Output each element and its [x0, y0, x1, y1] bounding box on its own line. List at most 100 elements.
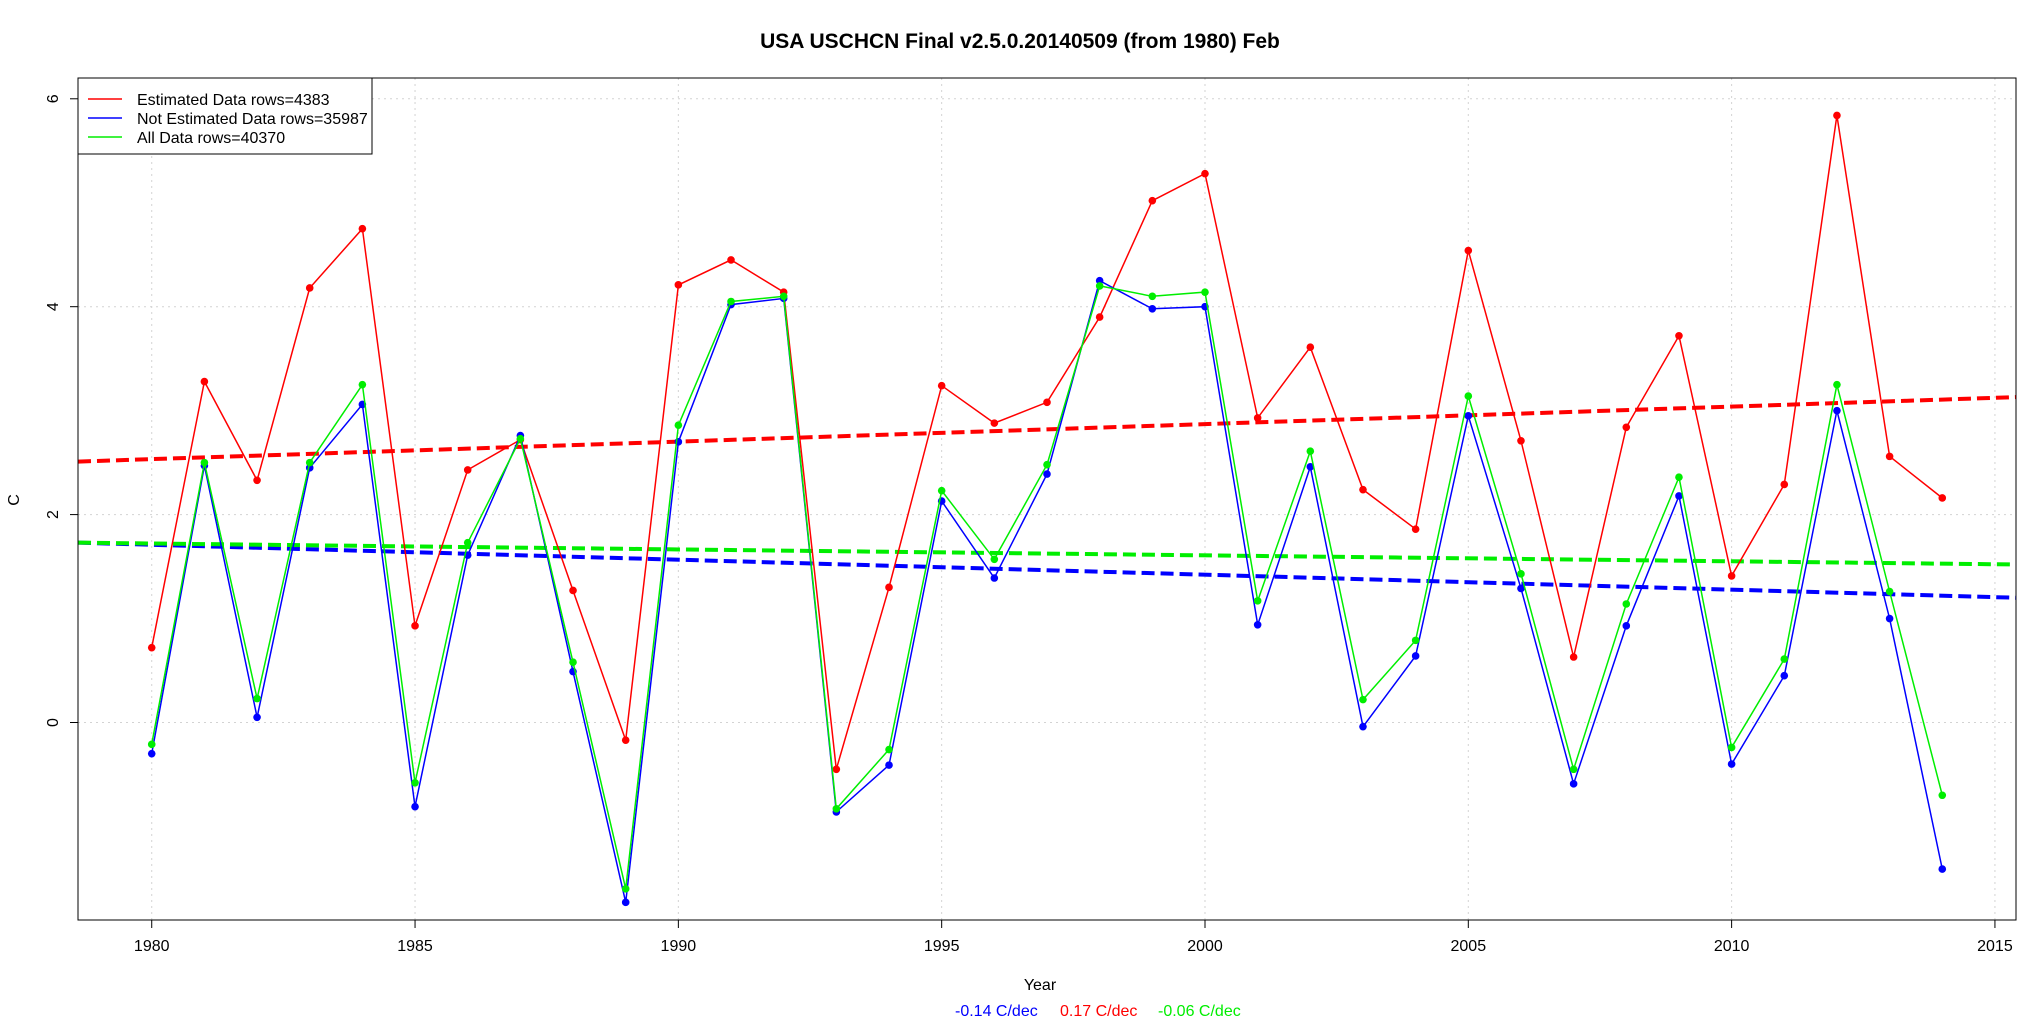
y-tick-label: 2	[45, 510, 62, 519]
trend-line-1	[77, 540, 2017, 600]
trend-label-all: -0.06 C/dec	[1158, 1003, 1241, 1019]
data-point	[1727, 760, 1736, 768]
trend-label-not-estimated: -0.14 C/dec	[955, 1003, 1038, 1019]
data-point	[937, 486, 946, 495]
data-point	[1201, 288, 1209, 296]
data-point	[1464, 412, 1473, 420]
data-point	[253, 694, 261, 703]
data-point	[990, 555, 999, 564]
data-point	[1148, 196, 1157, 205]
data-point	[1359, 722, 1367, 731]
trend-lines	[77, 395, 2017, 600]
data-point	[885, 583, 893, 592]
data-point	[1885, 587, 1894, 596]
data-point	[1569, 653, 1578, 661]
y-axis: 0 2 4 6	[45, 94, 78, 727]
x-axis-label: Year	[1024, 977, 1057, 994]
data-point	[990, 419, 999, 427]
y-tick-label: 4	[45, 302, 62, 311]
data-point	[1306, 447, 1315, 455]
data-point	[200, 458, 209, 467]
data-point	[1938, 494, 1947, 502]
data-point	[1675, 331, 1683, 340]
chart-title: USA USCHCN Final v2.5.0.20140509 (from 1…	[760, 30, 1280, 53]
data-point	[1675, 492, 1683, 500]
data-point	[937, 381, 946, 390]
data-point	[305, 458, 314, 467]
legend-box	[77, 77, 373, 155]
data-point	[1833, 111, 1841, 120]
x-tick-label: 2005	[1451, 938, 1487, 955]
data-point	[147, 740, 156, 749]
series-line-1	[150, 279, 1944, 903]
data-point	[621, 898, 630, 907]
data-point	[463, 466, 472, 474]
data-point	[1885, 614, 1894, 623]
data-point	[1253, 414, 1262, 422]
data-point	[1043, 470, 1051, 478]
data-point	[463, 538, 472, 547]
data-point	[253, 476, 261, 485]
data-point	[1938, 865, 1947, 873]
trend-line-0	[77, 395, 2017, 464]
data-point	[569, 586, 577, 595]
grid	[78, 78, 2016, 920]
data-point	[1464, 392, 1473, 400]
legend-label-estimated: Estimated Data rows=4383	[137, 92, 330, 109]
data-point	[1095, 276, 1104, 285]
data-point	[569, 658, 577, 667]
data-point	[832, 804, 841, 813]
data-point	[1517, 436, 1525, 445]
data-point	[1569, 765, 1578, 774]
plot-frame	[77, 77, 2017, 921]
data-point	[1517, 584, 1525, 593]
y-tick-label: 0	[45, 718, 62, 727]
data-point	[1727, 572, 1736, 580]
data-point	[253, 713, 261, 722]
x-tick-label: 2010	[1714, 938, 1750, 955]
series-line-0	[150, 115, 1943, 770]
data-point	[1622, 622, 1631, 630]
data-point	[727, 297, 735, 306]
data-point	[885, 745, 893, 754]
data-point	[1780, 655, 1789, 663]
data-point	[1201, 169, 1209, 178]
legend-label-not-estimated: Not Estimated Data rows=35987	[137, 111, 368, 128]
x-tick-label: 1990	[661, 938, 697, 955]
data-point	[621, 885, 630, 893]
data-point	[1727, 743, 1736, 752]
data-point	[1464, 246, 1473, 255]
data-point	[1885, 452, 1894, 461]
x-tick-label: 2015	[1977, 938, 2013, 955]
data-point	[1148, 292, 1157, 301]
data-point	[885, 761, 893, 769]
legend-label-all: All Data rows=40370	[137, 130, 285, 147]
x-tick-label: 2000	[1187, 938, 1223, 955]
data-point	[1359, 485, 1367, 494]
data-point	[1411, 652, 1420, 660]
data-point	[1517, 570, 1525, 578]
data-point	[727, 256, 735, 264]
data-point	[1780, 480, 1789, 489]
data-point	[1043, 460, 1051, 469]
data-point	[990, 574, 999, 582]
data-point	[200, 377, 209, 386]
data-point	[1833, 406, 1841, 415]
y-axis-label: C	[6, 494, 23, 506]
data-point	[305, 284, 314, 292]
data-point	[147, 749, 156, 758]
data-point	[674, 421, 683, 429]
data-point	[1253, 620, 1262, 629]
data-point	[516, 434, 525, 443]
x-tick-label: 1980	[134, 938, 170, 955]
data-point	[779, 292, 788, 301]
data-point	[1411, 636, 1420, 645]
data-point	[832, 765, 841, 774]
y-tick-label: 6	[45, 94, 62, 103]
trend-line-2	[77, 540, 2017, 567]
data-point	[1622, 423, 1631, 432]
data-point	[358, 224, 367, 233]
data-point	[621, 736, 630, 744]
data-point	[411, 778, 419, 787]
